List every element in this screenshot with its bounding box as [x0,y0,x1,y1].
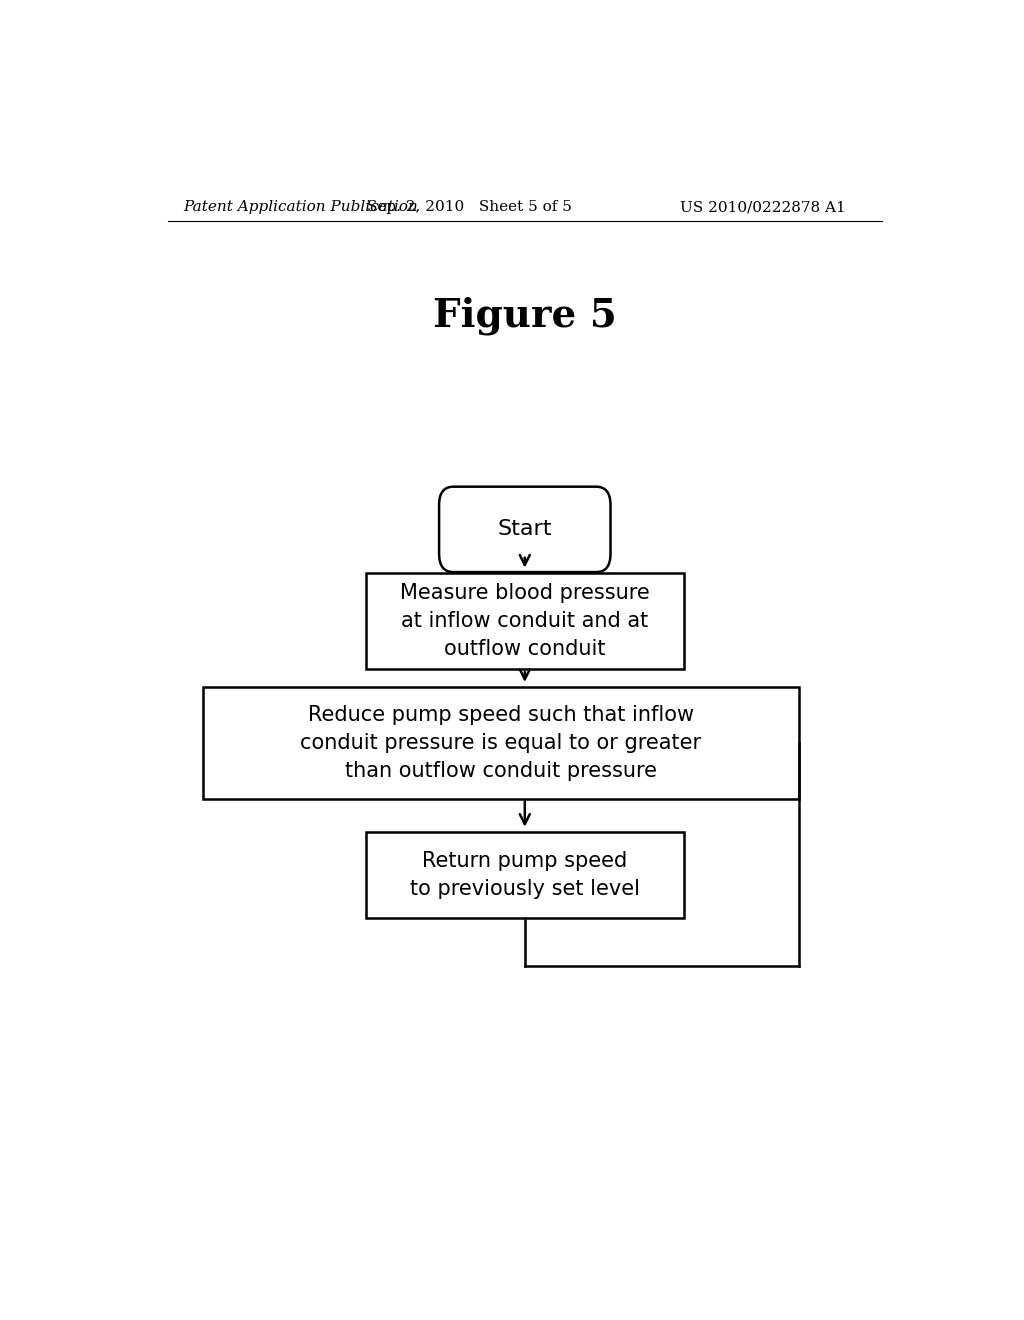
Text: Start: Start [498,519,552,540]
Text: Patent Application Publication: Patent Application Publication [183,201,418,214]
FancyBboxPatch shape [439,487,610,572]
Text: Sep. 2, 2010   Sheet 5 of 5: Sep. 2, 2010 Sheet 5 of 5 [367,201,571,214]
FancyBboxPatch shape [204,686,799,799]
Text: Return pump speed
to previously set level: Return pump speed to previously set leve… [410,851,640,899]
FancyBboxPatch shape [367,832,684,919]
Text: Reduce pump speed such that inflow
conduit pressure is equal to or greater
than : Reduce pump speed such that inflow condu… [300,705,701,781]
Text: Figure 5: Figure 5 [433,297,616,335]
Text: US 2010/0222878 A1: US 2010/0222878 A1 [680,201,846,214]
Text: Measure blood pressure
at inflow conduit and at
outflow conduit: Measure blood pressure at inflow conduit… [400,583,649,659]
FancyBboxPatch shape [367,573,684,669]
